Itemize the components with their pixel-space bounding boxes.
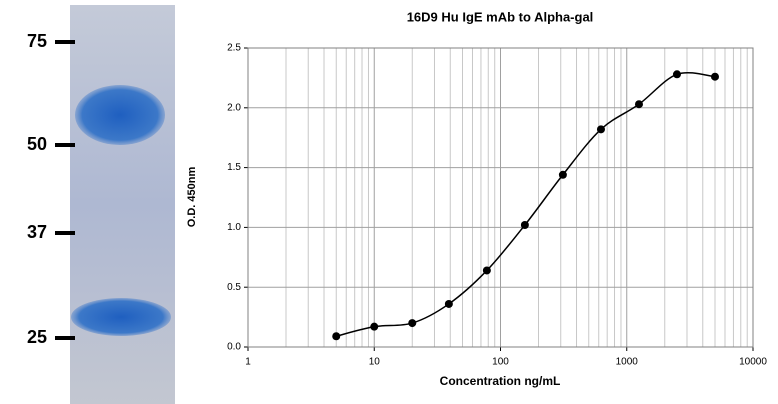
markers: 75 50 37 25 (27, 31, 75, 347)
marker-dash (55, 40, 75, 44)
x-tick-label: 10 (369, 357, 381, 368)
data-point (408, 319, 417, 328)
chart-title: 16D9 Hu IgE mAb to Alpha-gal (407, 9, 594, 24)
gel (70, 5, 175, 404)
marker-label: 75 (27, 31, 47, 51)
data-point (482, 266, 491, 275)
marker-dash (55, 336, 75, 340)
marker-dash (55, 231, 75, 235)
plot-frame (247, 47, 754, 348)
gel-band (71, 298, 171, 336)
data-point (634, 100, 643, 109)
y-tick-label: 1.0 (227, 222, 241, 233)
data-point (672, 70, 681, 79)
y-tick-label: 0.5 (227, 282, 241, 293)
y-tick-label: 1.5 (227, 162, 241, 173)
y-axis-label: O.D. 450nm (186, 167, 198, 228)
marker-label: 37 (27, 222, 47, 242)
data-point (596, 125, 605, 134)
data-point (710, 72, 719, 81)
x-axis-label: Concentration ng/mL (440, 374, 561, 388)
gel-band (75, 85, 165, 145)
chart: 16D9 Hu IgE mAb to Alpha-gal Concentrati… (186, 9, 767, 388)
data-point (520, 221, 529, 230)
marker-dash (55, 143, 75, 147)
marker-label: 25 (27, 327, 47, 347)
data-point (332, 332, 341, 341)
y-tick-label: 0.0 (227, 342, 241, 353)
data-point (444, 299, 453, 308)
gel-lane (70, 5, 175, 404)
x-tick-label: 10000 (739, 357, 767, 368)
x-tick-label: 1 (245, 357, 251, 368)
x-tick-label: 100 (492, 357, 509, 368)
x-tick-label: 1000 (616, 357, 639, 368)
marker-label: 50 (27, 134, 47, 154)
y-tick-label: 2.0 (227, 102, 241, 113)
y-tick-label: 2.5 (227, 43, 241, 54)
data-point (370, 322, 379, 331)
data-point (558, 170, 567, 179)
